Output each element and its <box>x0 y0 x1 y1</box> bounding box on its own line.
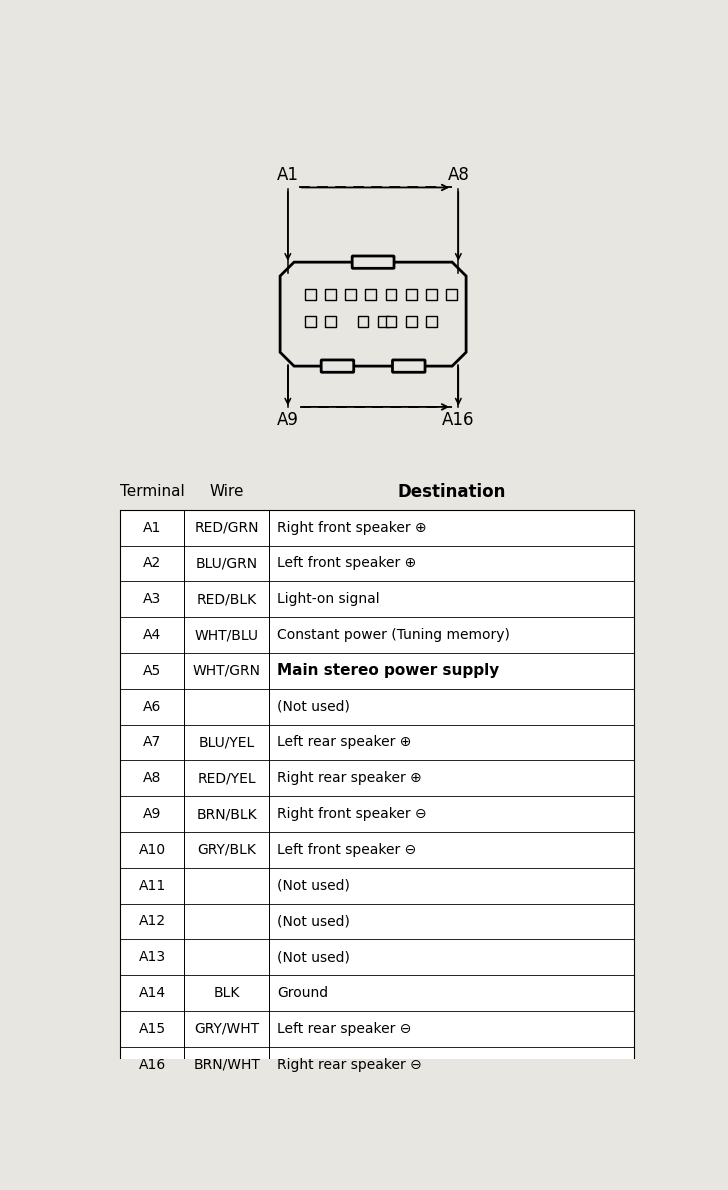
Text: Left front speaker ⊕: Left front speaker ⊕ <box>277 557 416 570</box>
Text: RED/YEL: RED/YEL <box>197 771 256 785</box>
Text: A12: A12 <box>138 914 166 928</box>
Text: A3: A3 <box>143 593 162 606</box>
Text: BLU/GRN: BLU/GRN <box>196 557 258 570</box>
Text: Right front speaker ⊖: Right front speaker ⊖ <box>277 807 427 821</box>
Text: Right rear speaker ⊖: Right rear speaker ⊖ <box>277 1058 422 1072</box>
Text: A13: A13 <box>138 951 166 964</box>
Text: A9: A9 <box>143 807 162 821</box>
Text: Main stereo power supply: Main stereo power supply <box>277 663 499 678</box>
Text: Right front speaker ⊕: Right front speaker ⊕ <box>277 520 427 534</box>
Text: Left rear speaker ⊕: Left rear speaker ⊕ <box>277 735 411 750</box>
Bar <box>405 317 416 327</box>
Text: A8: A8 <box>448 167 470 184</box>
Text: WHT/BLU: WHT/BLU <box>194 628 258 643</box>
Text: RED/BLK: RED/BLK <box>197 593 257 606</box>
Text: A4: A4 <box>143 628 162 643</box>
Bar <box>405 289 416 300</box>
Bar <box>305 289 316 300</box>
Text: Ground: Ground <box>277 987 328 1000</box>
Text: (Not used): (Not used) <box>277 914 350 928</box>
Text: A1: A1 <box>143 520 162 534</box>
Text: RED/GRN: RED/GRN <box>194 520 259 534</box>
Bar <box>365 289 376 300</box>
Bar <box>120 509 633 1083</box>
Text: A1: A1 <box>277 167 299 184</box>
Text: A6: A6 <box>143 700 162 714</box>
Bar <box>426 289 437 300</box>
Text: Terminal: Terminal <box>120 484 185 500</box>
Bar <box>345 289 356 300</box>
Text: Destination: Destination <box>397 483 505 501</box>
Text: BRN/BLK: BRN/BLK <box>197 807 257 821</box>
Bar <box>378 317 389 327</box>
Text: A16: A16 <box>442 411 475 430</box>
Text: A16: A16 <box>138 1058 166 1072</box>
Text: Right rear speaker ⊕: Right rear speaker ⊕ <box>277 771 422 785</box>
Text: Left front speaker ⊖: Left front speaker ⊖ <box>277 843 416 857</box>
Text: A2: A2 <box>143 557 162 570</box>
Text: Wire: Wire <box>210 484 244 500</box>
Text: Light-on signal: Light-on signal <box>277 593 379 606</box>
Polygon shape <box>280 262 466 367</box>
Text: A5: A5 <box>143 664 162 678</box>
Text: A8: A8 <box>143 771 162 785</box>
Text: GRY/BLK: GRY/BLK <box>197 843 256 857</box>
Text: WHT/GRN: WHT/GRN <box>193 664 261 678</box>
Text: A9: A9 <box>277 411 298 430</box>
Bar <box>386 289 396 300</box>
Bar <box>386 317 396 327</box>
Text: GRY/WHT: GRY/WHT <box>194 1022 259 1035</box>
Text: Left rear speaker ⊖: Left rear speaker ⊖ <box>277 1022 411 1035</box>
Bar <box>357 317 368 327</box>
Text: (Not used): (Not used) <box>277 878 350 892</box>
FancyBboxPatch shape <box>392 359 425 372</box>
Text: A7: A7 <box>143 735 162 750</box>
Bar <box>446 289 456 300</box>
Bar <box>305 317 316 327</box>
Text: BLK: BLK <box>213 987 240 1000</box>
Text: A15: A15 <box>138 1022 166 1035</box>
Text: (Not used): (Not used) <box>277 700 350 714</box>
FancyBboxPatch shape <box>321 359 354 372</box>
Text: A10: A10 <box>138 843 166 857</box>
Text: BLU/YEL: BLU/YEL <box>199 735 255 750</box>
Bar <box>325 289 336 300</box>
Bar <box>325 317 336 327</box>
Text: Constant power (Tuning memory): Constant power (Tuning memory) <box>277 628 510 643</box>
Text: (Not used): (Not used) <box>277 951 350 964</box>
FancyBboxPatch shape <box>352 256 394 268</box>
Text: A14: A14 <box>138 987 166 1000</box>
Text: BRN/WHT: BRN/WHT <box>193 1058 260 1072</box>
Bar <box>426 317 437 327</box>
Text: A11: A11 <box>138 878 166 892</box>
